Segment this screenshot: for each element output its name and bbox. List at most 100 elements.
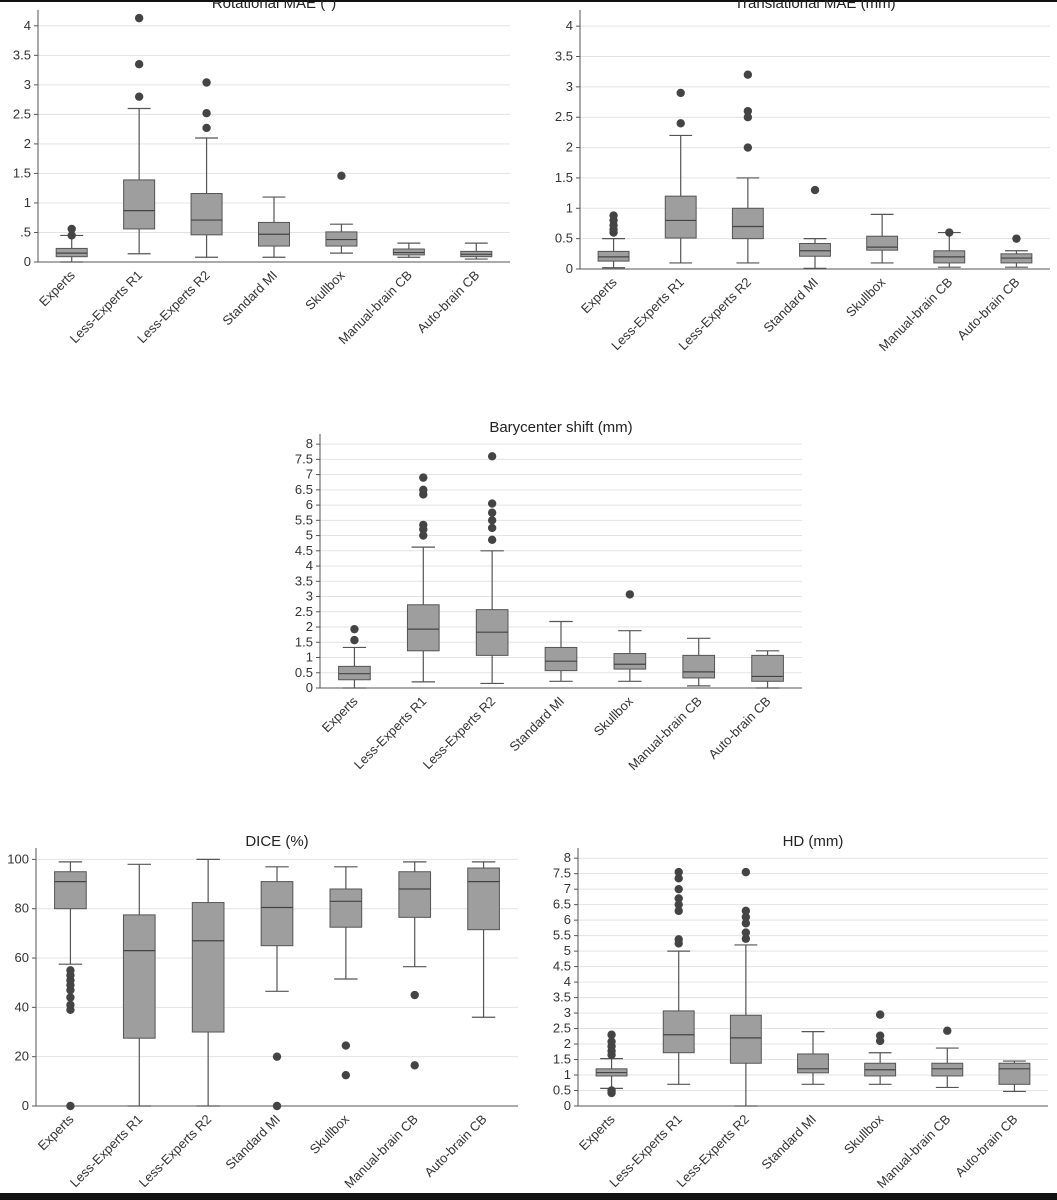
box-skullbox (325, 171, 358, 254)
chart-title: Barycenter shift (mm) (489, 419, 632, 436)
iqr-box (866, 235, 899, 251)
outlier-point (1012, 234, 1021, 243)
outlier-point (487, 452, 497, 461)
x-tick-label: Skullbox (302, 267, 348, 313)
iqr-box (260, 881, 294, 947)
outlier-point (609, 211, 618, 220)
box-auto-brain-cb (460, 242, 493, 260)
iqr-box (597, 250, 630, 262)
outlier-point (410, 1061, 419, 1070)
chart-title: DICE (%) (245, 833, 308, 850)
outlier-point (741, 912, 751, 922)
iqr-box (731, 207, 764, 240)
box-less-experts-r2 (190, 78, 223, 258)
iqr-box (797, 1053, 829, 1074)
chart-translational-mae: Translational MAE (mm) 0 0.5 1 1.5 2 2.5 3 3.5 4 E… (555, 0, 1050, 354)
box-less-experts-r1 (406, 473, 440, 683)
y-tick-label: 2 (564, 1036, 571, 1051)
iqr-box (122, 914, 156, 1039)
iqr-box (190, 193, 223, 236)
outlier-point (810, 185, 820, 195)
box-less-experts-r2 (731, 70, 764, 264)
box-experts (597, 211, 630, 269)
outlier-point (337, 171, 346, 180)
x-tick-label: Standard MI (506, 694, 567, 755)
y-tick-label: 3 (306, 589, 313, 604)
iqr-box (123, 179, 156, 230)
outlier-point (674, 894, 683, 903)
x-tick-label: Skullbox (843, 274, 889, 320)
x-tick-label: Auto-brain CB (954, 275, 1022, 343)
y-tick-label: .5 (20, 224, 31, 239)
y-tick-label: 0 (306, 680, 313, 695)
y-tick-label: 80 (15, 901, 29, 916)
x-tick-label: Less-Experts R2 (675, 275, 754, 354)
iqr-box (544, 646, 578, 672)
y-tick-label: 0 (564, 1098, 571, 1113)
y-tick-label: 0 (22, 1098, 29, 1113)
y-tick-label: 3.5 (295, 573, 313, 588)
outlier-point (341, 1041, 351, 1050)
outlier-point (674, 874, 683, 883)
y-tick-label: 3 (566, 79, 573, 94)
iqr-box (664, 195, 697, 239)
outlier-point (674, 906, 683, 916)
x-tick-label: Less-Experts R2 (673, 1112, 752, 1191)
iqr-box (662, 1010, 695, 1054)
chart-hd: HD (mm) 00.511.522.533.544.555.566.577.58… (553, 833, 1048, 1191)
box-experts (338, 624, 371, 689)
outlier-point (945, 228, 954, 237)
chart-barycenter-shift: Barycenter shift (mm) 00.511.522.533.544.… (295, 419, 802, 774)
chart-rotational-mae: Rotational MAE (°) 0 .5 1 1.5 2 2.5 3 3.5 4 Expert… (13, 0, 510, 347)
y-tick-label: 2.5 (555, 109, 573, 124)
y-tick-label: 8 (306, 436, 313, 451)
y-tick-label: 6.5 (295, 482, 313, 497)
iqr-box (406, 604, 440, 652)
iqr-box (799, 243, 831, 257)
outlier-point (66, 993, 75, 1002)
box-standard-mi (260, 866, 294, 1111)
chart-title: Rotational MAE (°) (212, 0, 336, 12)
outlier-point (743, 70, 753, 79)
box-auto-brain-cb (751, 650, 784, 689)
x-tick-label: Auto-brain CB (705, 694, 773, 762)
y-tick-label: 60 (15, 950, 29, 965)
x-tick-label: Standard MI (760, 275, 821, 336)
outlier-point (410, 990, 419, 1000)
x-tick-label: Auto-brain CB (414, 268, 482, 336)
x-tick-label: Experts (36, 267, 78, 309)
box-experts (55, 224, 88, 263)
iqr-box (54, 871, 87, 910)
y-tick-label: 40 (15, 999, 29, 1014)
box-less-experts-r1 (123, 13, 156, 255)
box-experts (595, 1030, 628, 1098)
outlier-point (743, 113, 753, 122)
y-tick-label: 5 (306, 528, 313, 543)
y-tick-label: 0.5 (553, 1083, 571, 1098)
outlier-point (419, 473, 428, 482)
outlier-point (341, 1070, 351, 1080)
box-standard-mi (797, 1031, 829, 1085)
y-tick-label: 1 (24, 195, 31, 210)
y-tick-label: 4.5 (295, 543, 313, 558)
outlier-point (419, 485, 428, 495)
bottom-border (0, 1193, 1057, 1200)
y-tick-label: 2.5 (553, 1021, 571, 1036)
box-auto-brain-cb (467, 861, 500, 1018)
outlier-point (67, 231, 76, 240)
y-tick-label: 2 (566, 140, 573, 155)
x-tick-label: Experts (319, 693, 361, 735)
iqr-box (751, 654, 784, 682)
y-tick-label: 6 (564, 912, 571, 927)
outlier-point (487, 516, 497, 525)
iqr-box (338, 665, 371, 681)
chart-title: Translational MAE (mm) (734, 0, 895, 12)
iqr-box (613, 653, 647, 670)
outlier-point (134, 92, 144, 101)
chart-title: HD (mm) (783, 833, 844, 850)
x-tick-label: Manual-brain CB (625, 694, 705, 774)
x-tick-label: Auto-brain CB (952, 1112, 1020, 1180)
y-tick-label: 0 (566, 261, 573, 276)
x-tick-label: Skullbox (307, 1111, 353, 1157)
box-manual-brain-cb (392, 242, 425, 258)
